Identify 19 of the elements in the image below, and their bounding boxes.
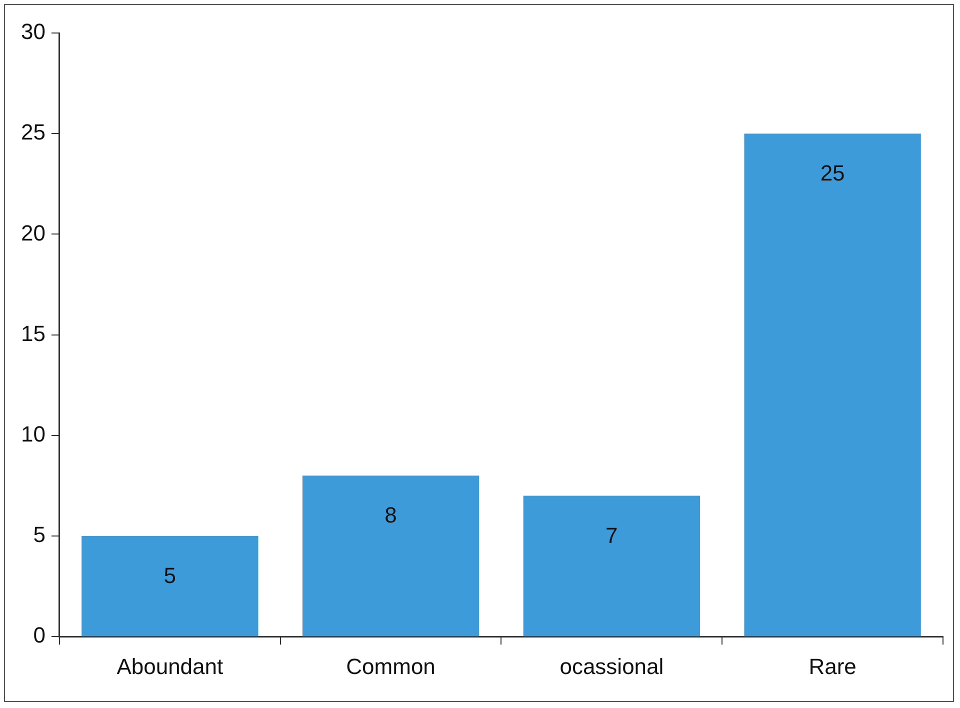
y-tick-label: 30: [20, 19, 46, 44]
y-tick-label: 15: [20, 320, 46, 346]
bar: [302, 476, 480, 636]
y-tick-label: 5: [33, 522, 46, 548]
y-tick-label: 20: [20, 220, 46, 246]
y-tick-label: 25: [20, 120, 46, 145]
y-tick-label: 0: [33, 622, 46, 648]
bar: [744, 134, 921, 636]
x-tick-label: Rare: [808, 654, 856, 679]
data-label: 7: [606, 522, 618, 548]
x-tick-label: Common: [346, 654, 436, 679]
data-label: 8: [384, 502, 397, 528]
data-label: 25: [820, 160, 845, 186]
x-tick-label: ocassional: [560, 654, 664, 679]
y-tick-label: 10: [20, 421, 46, 446]
data-label: 5: [164, 563, 176, 588]
bar: [82, 536, 258, 636]
bar: [523, 496, 700, 636]
x-tick-label: Aboundant: [116, 654, 224, 679]
